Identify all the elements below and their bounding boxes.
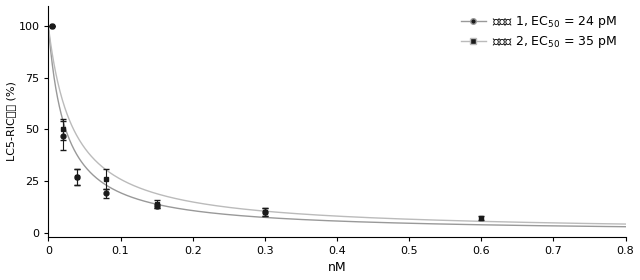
Y-axis label: LC5-RIC感染 (%): LC5-RIC感染 (%)	[6, 81, 15, 161]
Legend: ドナー 1, EC$_{50}$ = 24 pM, ドナー 2, EC$_{50}$ = 35 pM: ドナー 1, EC$_{50}$ = 24 pM, ドナー 2, EC$_{50…	[456, 9, 622, 55]
X-axis label: nM: nM	[328, 262, 346, 274]
